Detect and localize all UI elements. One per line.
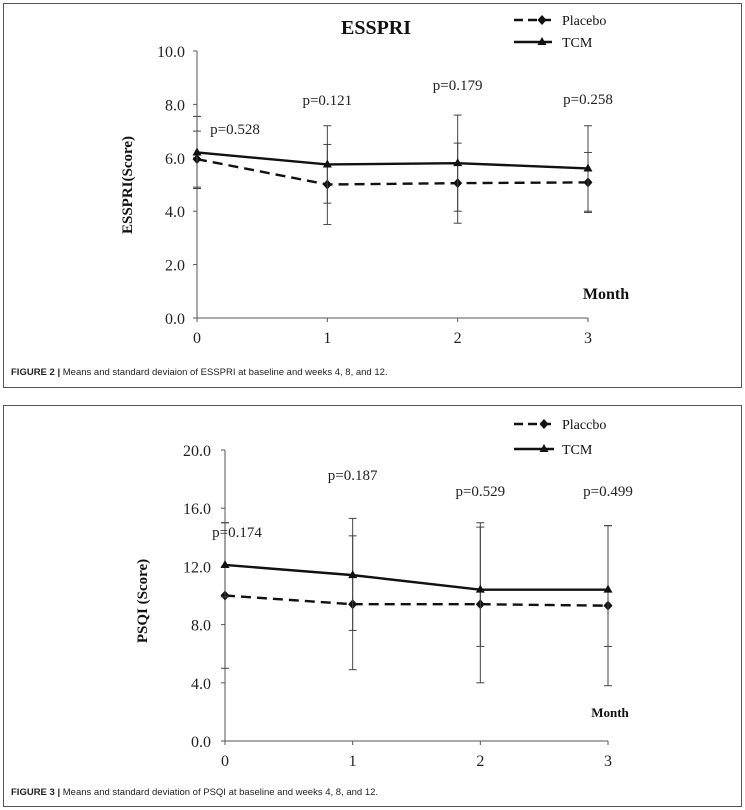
- figure-3-panel: 0.0 4.0 8.0 12.0 16.0 20.0 0 1 2 3 Month PSQI (Scor…: [3, 405, 742, 807]
- legend-label: TCM: [562, 36, 593, 51]
- data-point-tcm: [475, 584, 485, 593]
- data-point-tcm: [322, 159, 332, 168]
- caption-label: FIGURE 3 |: [11, 787, 61, 798]
- y-tick-label: 12.0: [183, 559, 211, 576]
- legend-marker-diamond: [537, 15, 547, 25]
- x-axis-label: Month: [591, 705, 629, 720]
- figure-2-caption: FIGURE 2 | Means and standard deviaion o…: [11, 367, 388, 378]
- x-tick-label: 0: [193, 330, 201, 347]
- figure-2-panel: 0.0 2.0 4.0 6.0 8.0 10.0 0 1 2 3 ESSPRI Month ESSPRI…: [3, 3, 742, 388]
- series-line-tcm: [196, 151, 589, 170]
- x-tick-label: 1: [323, 330, 331, 347]
- x-tick-label: 3: [604, 753, 612, 770]
- data-point-tcm: [603, 584, 613, 593]
- series-line-placebo: [196, 157, 589, 186]
- legend-marker-triangle: [539, 444, 549, 452]
- y-tick-label: 20.0: [183, 443, 211, 460]
- y-tick-label: 4.0: [191, 676, 211, 693]
- x-tick-label: 2: [454, 330, 462, 347]
- y-tick-label: 4.0: [165, 204, 185, 221]
- data-point-tcm: [583, 163, 593, 172]
- data-point-tcm: [192, 147, 202, 156]
- y-axis-label: ESSPRI(Score): [120, 136, 136, 234]
- y-tick-label: 6.0: [165, 151, 185, 168]
- p-value-annotation: p=0.174: [212, 525, 262, 541]
- p-value-annotation: p=0.528: [210, 122, 260, 138]
- series-line-placcbo: [224, 594, 609, 607]
- psqi-chart: 0.0 4.0 8.0 12.0 16.0 20.0 0 1 2 3 Month PSQI (Scor…: [135, 418, 633, 770]
- legend-label: Placcbo: [562, 418, 606, 433]
- caption-label: FIGURE 2 |: [11, 367, 61, 378]
- data-point-tcm: [220, 559, 230, 568]
- figure-3-caption: FIGURE 3 | Means and standard deviation …: [11, 787, 378, 798]
- y-tick-label: 8.0: [191, 618, 211, 635]
- y-axis-label: PSQI (Score): [135, 559, 151, 643]
- x-tick-label: 1: [349, 753, 357, 770]
- p-value-annotation: p=0.258: [563, 92, 613, 108]
- x-tick-label: 3: [584, 330, 592, 347]
- y-tick-label: 10.0: [157, 44, 185, 61]
- legend-label: TCM: [562, 443, 593, 458]
- data-point-tcm: [348, 570, 358, 579]
- y-tick-label: 8.0: [165, 97, 185, 114]
- legend-marker-diamond: [539, 419, 549, 429]
- legend-marker-triangle: [537, 37, 547, 45]
- caption-text: Means and standard deviation of PSQI at …: [60, 787, 379, 798]
- esspri-chart: 0.0 2.0 4.0 6.0 8.0 10.0 0 1 2 3 ESSPRI Month ESSPRI…: [120, 14, 629, 347]
- y-tick-label: 2.0: [165, 258, 185, 275]
- x-axis-label: Month: [583, 286, 629, 303]
- x-tick-label: 0: [221, 753, 229, 770]
- caption-text: Means and standard deviaion of ESSPRI at…: [60, 367, 388, 378]
- y-tick-label: 16.0: [183, 501, 211, 518]
- x-tick-label: 2: [476, 753, 484, 770]
- chart-title: ESSPRI: [341, 17, 411, 39]
- p-value-annotation: p=0.499: [583, 484, 633, 500]
- data-point-tcm: [453, 158, 463, 167]
- p-value-annotation: p=0.187: [328, 468, 378, 484]
- series-line-tcm: [224, 563, 608, 591]
- y-tick-label: 0.0: [191, 734, 211, 751]
- p-value-annotation: p=0.529: [455, 484, 505, 500]
- p-value-annotation: p=0.179: [433, 78, 483, 94]
- legend-label: Placebo: [562, 14, 606, 29]
- y-tick-label: 0.0: [165, 311, 185, 328]
- p-value-annotation: p=0.121: [302, 93, 352, 109]
